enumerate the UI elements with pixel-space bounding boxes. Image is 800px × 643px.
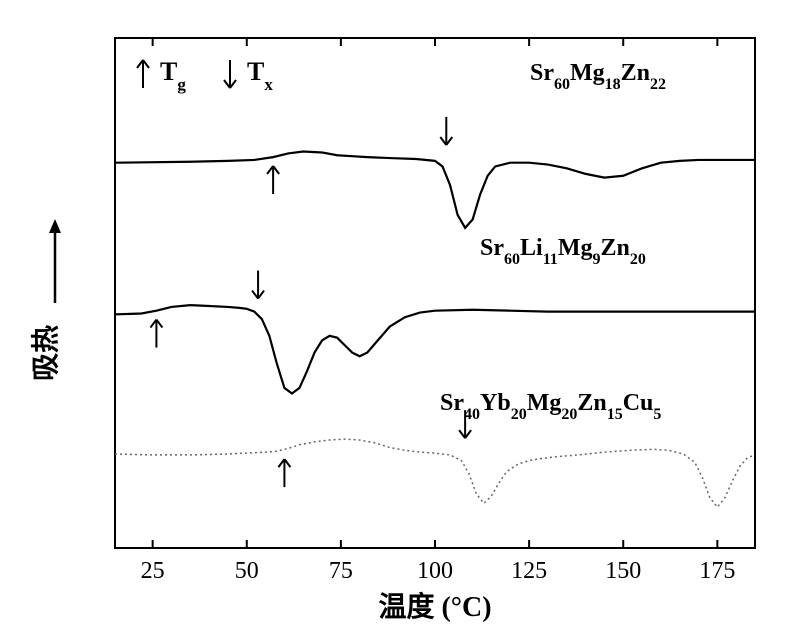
x-axis-title: 温度 (°C)	[378, 591, 491, 623]
curve-curve2	[115, 305, 755, 393]
y-axis-title: 吸热	[30, 325, 62, 381]
legend-tx-label: Tx	[247, 57, 273, 94]
x-tick-label: 150	[605, 558, 641, 584]
chart-svg: 25 50 75 100 125 150 175 温度 (°C) 吸热 Sr60Mg18Zn22 S…	[0, 0, 800, 643]
plot-border	[115, 38, 755, 548]
curve-label-curve2: Sr60Li11Mg9Zn20	[480, 235, 646, 268]
y-axis-arrow-head	[49, 219, 61, 233]
x-tick-label: 125	[511, 558, 547, 584]
x-tick-label: 100	[417, 558, 453, 584]
x-tick-label: 75	[329, 558, 353, 584]
x-tick-label: 25	[141, 558, 165, 584]
curve-curve1	[115, 152, 755, 228]
x-tick-label: 50	[235, 558, 259, 584]
legend-tg-label: Tg	[160, 57, 186, 94]
x-tick-label: 175	[699, 558, 735, 584]
curve-curve3	[115, 439, 755, 507]
dsc-chart: 25 50 75 100 125 150 175 温度 (°C) 吸热 Sr60Mg18Zn22 S…	[0, 0, 800, 643]
curve-label-curve3: Sr40Yb20Mg20Zn15Cu5	[440, 390, 661, 423]
curve-label-curve1: Sr60Mg18Zn22	[530, 60, 666, 93]
